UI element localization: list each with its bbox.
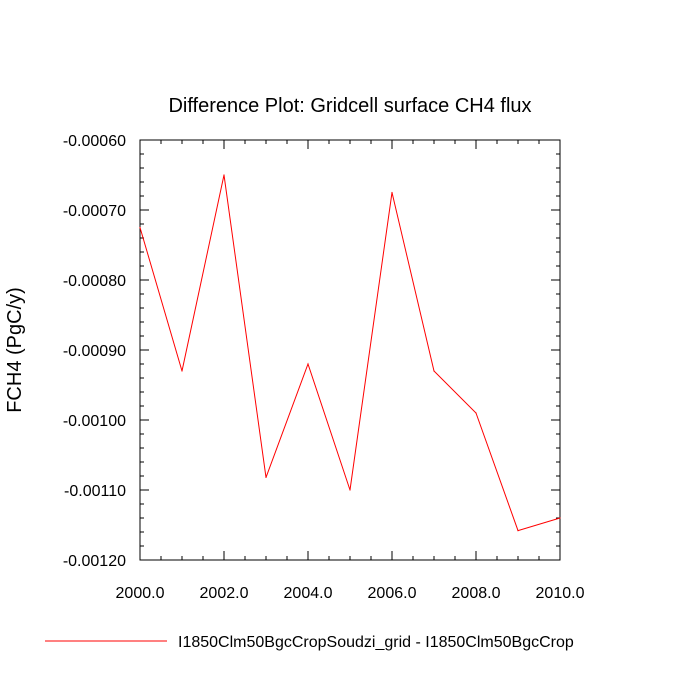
- data-point: [265, 476, 267, 478]
- y-tick-label: -0.00110: [64, 483, 126, 500]
- data-point: [559, 517, 561, 519]
- chart-title: Difference Plot: Gridcell surface CH4 fl…: [168, 95, 531, 117]
- y-tick-label: -0.00080: [63, 273, 126, 290]
- series-line: [139, 174, 561, 532]
- series-layer: [139, 174, 561, 532]
- data-point: [391, 191, 393, 194]
- x-tick-label: 2006.0: [368, 585, 417, 602]
- y-tick-label: -0.00060: [63, 133, 126, 150]
- data-point: [475, 412, 477, 414]
- legend: I1850Clm50BgcCropSoudzi_grid - I1850Clm5…: [45, 634, 574, 651]
- x-tick-label: 2000.0: [116, 585, 165, 602]
- data-point: [433, 370, 435, 372]
- data-point: [307, 363, 309, 365]
- data-point: [517, 530, 519, 532]
- y-tick-label: -0.00070: [63, 203, 126, 220]
- data-point: [349, 489, 351, 491]
- x-tick-label: 2004.0: [284, 585, 333, 602]
- x-tick-label: 2002.0: [200, 585, 249, 602]
- y-tick-label: -0.00090: [63, 343, 126, 360]
- y-tick-label: -0.00100: [63, 413, 126, 430]
- legend-label: I1850Clm50BgcCropSoudzi_grid - I1850Clm5…: [178, 634, 574, 651]
- data-point: [139, 226, 141, 229]
- plot-frame: [139, 139, 561, 561]
- x-tick-label: 2008.0: [452, 585, 501, 602]
- axis-ticks: 2000.0 2002.0 2004.0 2006.0 2008.0 2010.0 -0.0…: [63, 133, 585, 602]
- data-point: [181, 370, 183, 372]
- data-point: [223, 174, 225, 176]
- x-tick-label: 2010.0: [536, 585, 585, 602]
- y-tick-label: -0.00120: [63, 553, 126, 570]
- y-axis-label: FCH4 (PgC/y): [4, 287, 26, 413]
